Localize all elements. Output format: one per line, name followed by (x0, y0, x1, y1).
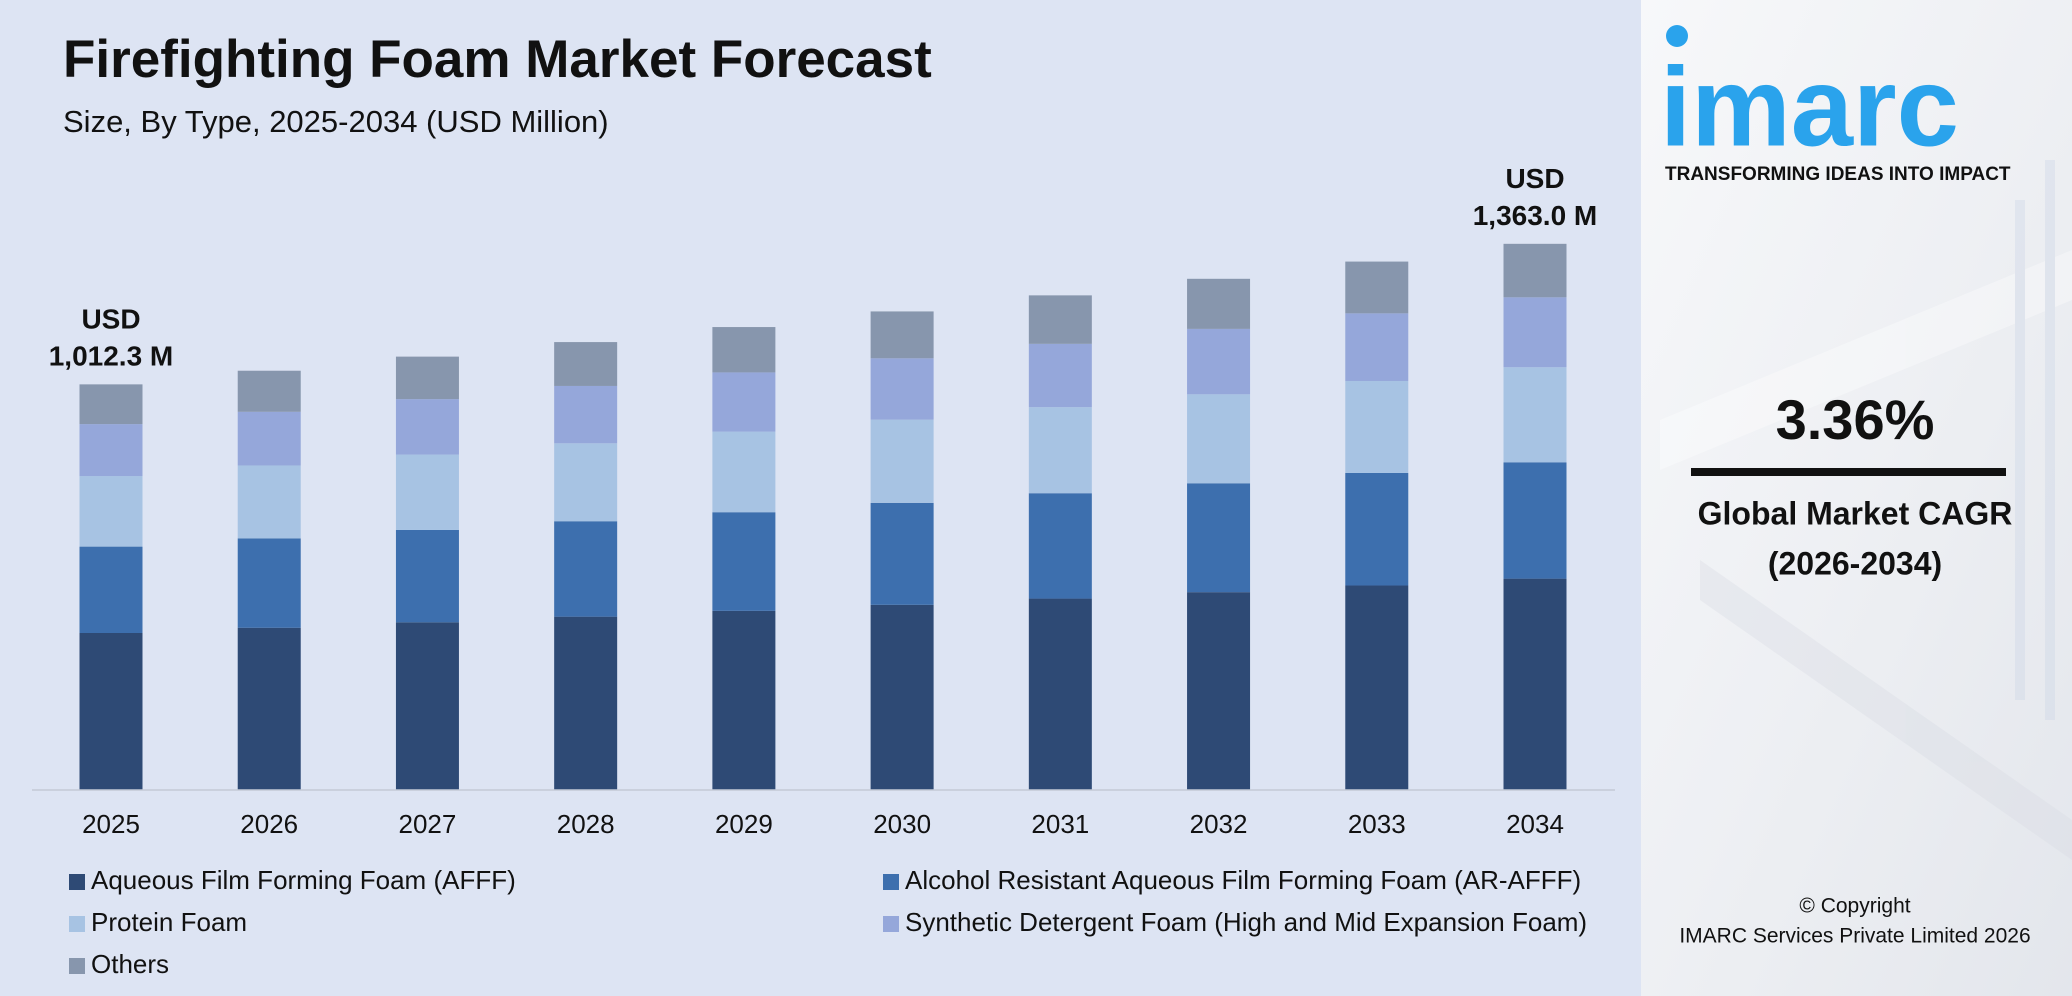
side-panel (1641, 0, 2072, 996)
bar-segment (395, 529, 459, 623)
bar-segment (554, 342, 618, 386)
bar-segment (79, 546, 143, 634)
bar-segment (1187, 394, 1251, 484)
bar-segment (712, 610, 776, 790)
bar-segment (870, 419, 934, 503)
legend-swatch (69, 916, 85, 932)
legend-label: Synthetic Detergent Foam (High and Mid E… (905, 907, 1587, 937)
bar-segment (1503, 367, 1567, 463)
bar-segment (79, 384, 143, 425)
bar-segment (1345, 380, 1409, 473)
legend-swatch (69, 958, 85, 974)
x-tick-label: 2029 (715, 809, 773, 839)
bar-segment (1345, 472, 1409, 586)
bar-segment (1345, 313, 1409, 381)
bar-segment (870, 502, 934, 605)
bar-segment (1503, 462, 1567, 579)
bar-segment (554, 385, 618, 444)
bar-segment (1028, 343, 1092, 408)
logo-dot (1666, 25, 1688, 47)
x-tick-label: 2031 (1031, 809, 1089, 839)
cagr-value: 3.36% (1776, 388, 1935, 451)
total-label: USD (1505, 163, 1564, 194)
bar-segment (79, 633, 143, 790)
bar-segment (554, 443, 618, 522)
bar-segment (237, 538, 301, 628)
chart-title: Firefighting Foam Market Forecast (63, 30, 932, 89)
legend-swatch (69, 874, 85, 890)
bar-segment (237, 370, 301, 412)
cagr-label: Global Market CAGR (1698, 495, 2013, 531)
bar-segment (1503, 578, 1567, 790)
bar-segment (1187, 278, 1251, 329)
legend-label: Aqueous Film Forming Foam (AFFF) (91, 865, 516, 895)
cagr-period: (2026-2034) (1768, 545, 1942, 581)
bar-segment (870, 358, 934, 420)
bar-segment (1503, 243, 1567, 298)
side-decoration (1660, 160, 2072, 860)
bar-segment (1187, 592, 1251, 790)
bar-segment (395, 399, 459, 455)
bar-segment (712, 372, 776, 432)
copyright-owner: IMARC Services Private Limited 2026 (1679, 925, 2030, 948)
x-tick-label: 2027 (399, 809, 457, 839)
bar-segment (712, 431, 776, 513)
bar-segment (1187, 328, 1251, 395)
legend-label: Others (91, 949, 169, 979)
bar-segment (1028, 598, 1092, 790)
legend-label: Protein Foam (91, 907, 247, 937)
bar-segment (1345, 261, 1409, 314)
bar-segment (1028, 493, 1092, 599)
legend-swatch (883, 874, 899, 890)
bar-segment (712, 512, 776, 611)
legend-label: Alcohol Resistant Aqueous Film Forming F… (905, 865, 1581, 895)
bar-segment (237, 411, 301, 466)
bar-segment (237, 465, 301, 539)
chart-subtitle: Size, By Type, 2025-2034 (USD Million) (63, 104, 609, 139)
bar-segment (79, 424, 143, 477)
bar-segment (1345, 585, 1409, 790)
total-label: 1,012.3 M (49, 341, 174, 372)
bar-segment (395, 454, 459, 530)
tagline: TRANSFORMING IDEAS INTO IMPACT (1665, 164, 2011, 185)
total-label: 1,363.0 M (1473, 200, 1598, 231)
bar-segment (1503, 297, 1567, 368)
x-tick-label: 2034 (1506, 809, 1564, 839)
bar-segment (1028, 407, 1092, 494)
x-tick-label: 2026 (240, 809, 298, 839)
bar-segment (712, 327, 776, 373)
total-label: USD (81, 304, 140, 335)
cagr-rule (1691, 468, 2006, 476)
bar-segment (395, 356, 459, 400)
x-tick-label: 2030 (873, 809, 931, 839)
bar-segment (870, 604, 934, 790)
bar-segment (554, 521, 618, 617)
bar-segment (395, 622, 459, 790)
bar-segment (237, 627, 301, 790)
x-tick-label: 2025 (82, 809, 140, 839)
bar-segment (79, 476, 143, 547)
logo: imarc (1660, 45, 1959, 170)
x-tick-label: 2032 (1190, 809, 1248, 839)
bar-segment (1028, 295, 1092, 344)
copyright: © Copyright (1799, 895, 1910, 918)
x-tick-label: 2028 (557, 809, 615, 839)
bar-segment (1187, 483, 1251, 593)
legend-swatch (883, 916, 899, 932)
bar-segment (870, 311, 934, 359)
x-tick-label: 2033 (1348, 809, 1406, 839)
bar-segment (554, 616, 618, 790)
